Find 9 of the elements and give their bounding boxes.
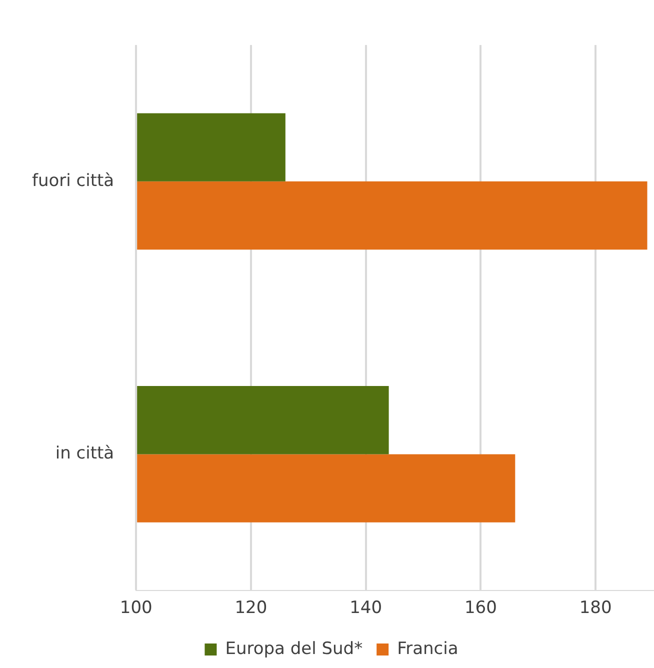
y-tick-label: fuori città — [32, 170, 114, 191]
x-tick-label: 140 — [350, 598, 382, 618]
y-tick-label: in città — [55, 444, 114, 464]
x-tick-label: 100 — [120, 598, 152, 618]
legend-label: Europa del Sud* — [225, 638, 363, 659]
x-tick-label: 120 — [234, 598, 268, 618]
x-tick-label: 160 — [464, 598, 497, 618]
legend-label: Francia — [397, 638, 458, 659]
x-tick-label: 180 — [579, 598, 612, 618]
